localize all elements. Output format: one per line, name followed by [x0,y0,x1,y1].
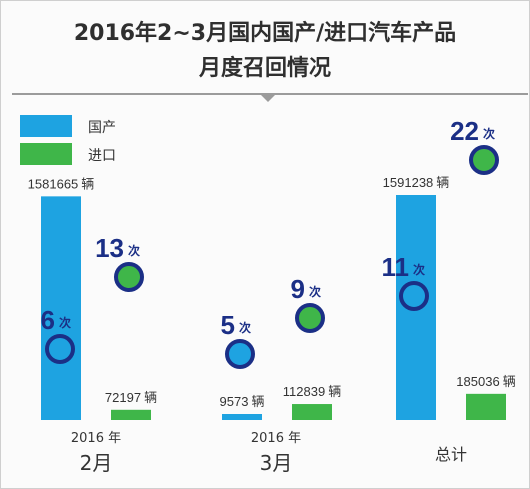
chart-title: 2016年2~3月国内国产/进口汽车产品 [73,21,457,46]
bar-value-label-domestic-0: 1581665 辆 [28,176,95,192]
bar-import-2 [466,393,506,420]
count-unit-domestic-2: 次 [413,262,425,277]
count-label-import-0: 13 [95,233,124,263]
legend-swatch-domestic [20,115,72,137]
bar-value-label-domestic-1: 9573 辆 [220,394,265,410]
count-label-domestic-0: 6 [41,305,55,335]
count-label-import-2: 22 [450,116,479,146]
category-year-label-0: 2016 年 [71,431,121,446]
count-circle-import-1 [295,303,325,333]
category-year-label-1: 2016 年 [251,431,301,446]
bar-domestic-1 [222,414,262,420]
count-circle-import-0 [114,262,144,292]
count-circle-import-2 [469,145,499,175]
title-divider-notch [259,93,277,102]
count-label-domestic-2: 11 [382,252,410,282]
bar-value-label-domestic-2: 1591238 辆 [383,175,450,191]
category-label-0: 2月 [80,451,113,475]
count-label-domestic-1: 5 [221,310,235,340]
count-circle-domestic-0 [45,334,75,364]
count-label-import-1: 9 [291,274,305,304]
count-unit-domestic-1: 次 [239,320,251,335]
category-label-1: 3月 [260,451,293,475]
count-circle-domestic-2 [399,281,429,311]
count-unit-import-0: 次 [128,243,140,258]
bar-value-label-import-1: 112839 辆 [283,384,341,400]
category-label-2: 总计 [435,445,467,464]
legend-label-import: 进口 [88,148,116,164]
count-unit-import-2: 次 [483,126,495,141]
legend-swatch-import [20,143,72,165]
count-unit-domestic-0: 次 [59,315,71,330]
bar-import-1 [292,404,332,420]
count-unit-import-1: 次 [309,284,321,299]
bar-value-label-import-2: 185036 辆 [456,374,515,390]
bar-value-label-import-0: 72197 辆 [105,390,157,406]
bar-domestic-0 [41,196,81,420]
chart-subtitle: 月度召回情况 [198,56,331,81]
legend-label-domestic: 国产 [88,120,116,136]
count-circle-domestic-1 [225,339,255,369]
bar-import-0 [111,409,151,420]
